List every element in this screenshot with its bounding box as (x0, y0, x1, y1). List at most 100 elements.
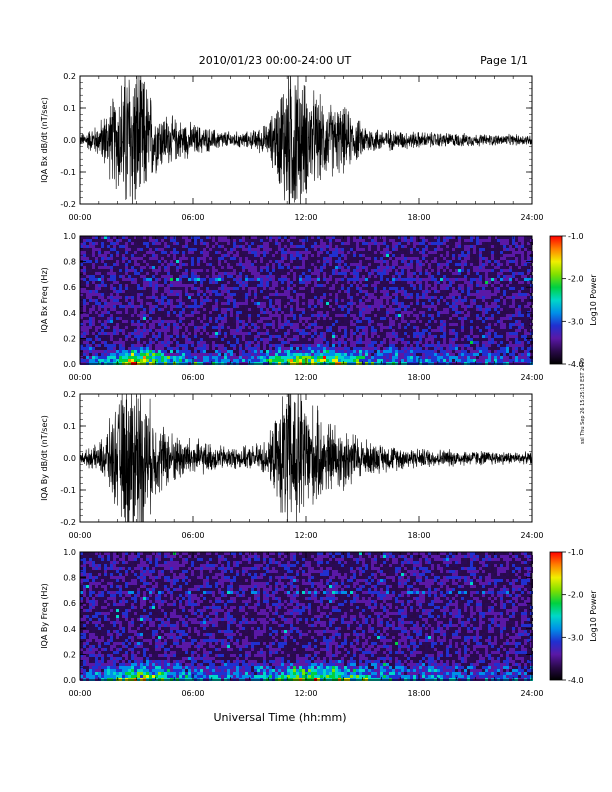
spectrogram-cell (341, 269, 344, 272)
spectrogram-cell (377, 284, 380, 287)
spectrogram-cell (362, 335, 365, 338)
spectrogram-cell (485, 359, 488, 362)
spectrogram-cell (422, 314, 425, 317)
spectrogram-cell (293, 305, 296, 308)
spectrogram-cell (86, 326, 89, 329)
spectrogram-cell (113, 314, 116, 317)
spectrogram-cell (359, 347, 362, 350)
spectrogram-cell (137, 284, 140, 287)
spectrogram-cell (491, 293, 494, 296)
spectrogram-cell (263, 260, 266, 263)
spectrogram-cell (329, 278, 332, 281)
spectrogram-cell (239, 356, 242, 359)
spectrogram-cell (158, 341, 161, 344)
spectrogram-cell (380, 290, 383, 293)
spectrogram-cell (464, 311, 467, 314)
spectrogram-cell (191, 323, 194, 326)
spectrogram-cell (89, 350, 92, 353)
spectrogram-cell (86, 314, 89, 317)
spectrogram-cell (260, 239, 263, 242)
spectrogram-cell (110, 299, 113, 302)
spectrogram-cell (305, 275, 308, 278)
spectrogram-cell (278, 311, 281, 314)
spectrogram-cell (479, 266, 482, 269)
spectrogram-cell (485, 248, 488, 251)
spectrogram-cell (266, 263, 269, 266)
spectrogram-cell (140, 284, 143, 287)
spectrogram-cell (473, 278, 476, 281)
spectrogram-cell (377, 266, 380, 269)
spectrogram-cell (119, 353, 122, 356)
spectrogram-cell (212, 239, 215, 242)
spectrogram-cell (233, 356, 236, 359)
spectrogram-cell (80, 332, 83, 335)
spectrogram-cell (215, 341, 218, 344)
spectrogram-cell (236, 311, 239, 314)
spectrogram-cell (314, 257, 317, 260)
spectrogram-cell (263, 281, 266, 284)
spectrogram-cell (221, 278, 224, 281)
spectrogram-cell (311, 287, 314, 290)
spectrogram-cell (452, 269, 455, 272)
spectrogram-cell (509, 332, 512, 335)
spectrogram-cell (239, 314, 242, 317)
spectrogram-cell (467, 338, 470, 341)
spectrogram-cell (209, 356, 212, 359)
spectrogram-cell (485, 332, 488, 335)
spectrogram-cell (107, 272, 110, 275)
spectrogram-cell (440, 266, 443, 269)
spectrogram-cell (380, 254, 383, 257)
spectrogram-cell (164, 350, 167, 353)
spectrogram-cell (452, 299, 455, 302)
spectrogram-cell (437, 311, 440, 314)
spectrogram-cell (359, 299, 362, 302)
spectrogram-cell (434, 254, 437, 257)
spectrogram-cell (488, 236, 491, 239)
spectrogram-cell (83, 329, 86, 332)
spectrogram-cell (152, 242, 155, 245)
spectrogram-cell (248, 278, 251, 281)
spectrogram-cell (341, 248, 344, 251)
spectrogram-cell (224, 272, 227, 275)
spectrogram-cell (116, 317, 119, 320)
spectrogram-cell (449, 278, 452, 281)
spectrogram-cell (497, 302, 500, 305)
spectrogram-cell (266, 296, 269, 299)
spectrogram-cell (332, 356, 335, 359)
spectrogram-cell (155, 263, 158, 266)
spectrogram-cell (365, 353, 368, 356)
spectrogram-cell (308, 323, 311, 326)
spectrogram-cell (332, 287, 335, 290)
spectrogram-cell (218, 284, 221, 287)
spectrogram-cell (182, 347, 185, 350)
spectrogram-cell (278, 323, 281, 326)
spectrogram-cell (296, 359, 299, 362)
spectrogram-cell (350, 335, 353, 338)
spectrogram-cell (305, 323, 308, 326)
spectrogram-cell (260, 278, 263, 281)
spectrogram-cell (260, 335, 263, 338)
spectrogram-cell (314, 278, 317, 281)
spectrogram-cell (431, 347, 434, 350)
spectrogram-cell (470, 332, 473, 335)
spectrogram-cell (206, 263, 209, 266)
spectrogram-cell (335, 359, 338, 362)
spectrogram-cell (263, 248, 266, 251)
spectrogram-cell (95, 281, 98, 284)
spectrogram-cell (419, 311, 422, 314)
spectrogram-cell (452, 311, 455, 314)
spectrogram-cell (395, 293, 398, 296)
spectrogram-cell (257, 356, 260, 359)
spectrogram-cell (101, 272, 104, 275)
spectrogram-cell (437, 269, 440, 272)
spectrogram-cell (137, 302, 140, 305)
spectrogram-cell (269, 299, 272, 302)
spectrogram-cell (497, 239, 500, 242)
spectrogram-cell (257, 245, 260, 248)
spectrogram-cell (428, 275, 431, 278)
spectrogram-cell (512, 287, 515, 290)
spectrogram-cell (509, 254, 512, 257)
spectrogram-cell (230, 317, 233, 320)
spectrogram-cell (239, 269, 242, 272)
spectrogram-cell (473, 299, 476, 302)
